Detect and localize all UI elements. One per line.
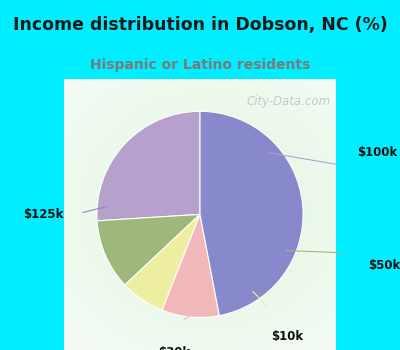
Wedge shape [200,111,303,316]
Text: Hispanic or Latino residents: Hispanic or Latino residents [90,57,310,72]
Text: $10k: $10k [271,330,303,343]
Wedge shape [162,214,219,317]
Text: $125k: $125k [24,208,64,221]
Wedge shape [97,111,200,221]
Text: Income distribution in Dobson, NC (%): Income distribution in Dobson, NC (%) [13,16,387,34]
Text: $50k: $50k [368,259,400,272]
Text: $100k: $100k [357,146,397,159]
Text: $30k: $30k [158,346,190,350]
Wedge shape [125,214,200,310]
Text: City-Data.com: City-Data.com [246,95,330,108]
Wedge shape [97,214,200,285]
